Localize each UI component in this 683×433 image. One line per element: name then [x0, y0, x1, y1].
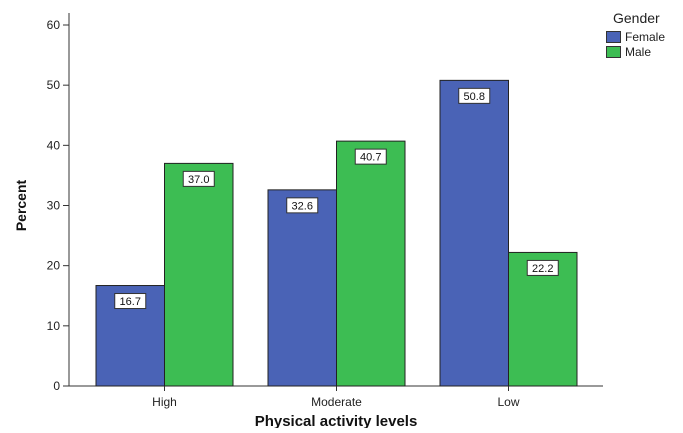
legend-swatch-male [606, 45, 621, 58]
x-tick-label: High [152, 395, 177, 409]
bar-female-moderate [267, 189, 337, 387]
legend-title: Gender [613, 10, 660, 26]
y-tick-label: 30 [47, 199, 61, 213]
bar-male-moderate [336, 140, 406, 387]
data-label-box [114, 293, 147, 310]
data-label-box [458, 87, 491, 104]
y-tick-label: 0 [53, 379, 60, 393]
y-tick-label: 40 [47, 138, 61, 152]
bar-male-high [164, 162, 234, 387]
legend-item-female: Female [606, 29, 682, 44]
y-tick-label: 50 [47, 78, 61, 92]
data-label: 40.7 [360, 152, 381, 164]
data-label: 16.7 [120, 296, 141, 308]
data-label-box [286, 197, 319, 214]
y-axis-label: Percent [13, 179, 29, 231]
y-tick-label: 20 [47, 259, 61, 273]
data-label: 22.2 [532, 263, 553, 275]
data-label: 37.0 [188, 174, 209, 186]
y-tick-label: 10 [47, 319, 61, 333]
x-axis-label: Physical activity levels [255, 413, 418, 428]
x-tick-label: Low [497, 395, 519, 409]
legend-label-male: Male [625, 44, 652, 59]
data-label: 32.6 [292, 200, 313, 212]
legend-swatch-female [606, 30, 621, 43]
bar-female-low [439, 79, 509, 387]
x-tick-label: Moderate [311, 395, 362, 409]
data-label-box [354, 148, 387, 165]
data-label-box [182, 170, 215, 187]
data-label: 50.8 [464, 91, 485, 103]
legend-label-female: Female [625, 29, 666, 44]
legend-item-male: Male [606, 44, 682, 59]
legend: Gender Female Male [606, 10, 682, 59]
y-tick-label: 60 [47, 18, 61, 32]
data-label-box [526, 259, 559, 276]
